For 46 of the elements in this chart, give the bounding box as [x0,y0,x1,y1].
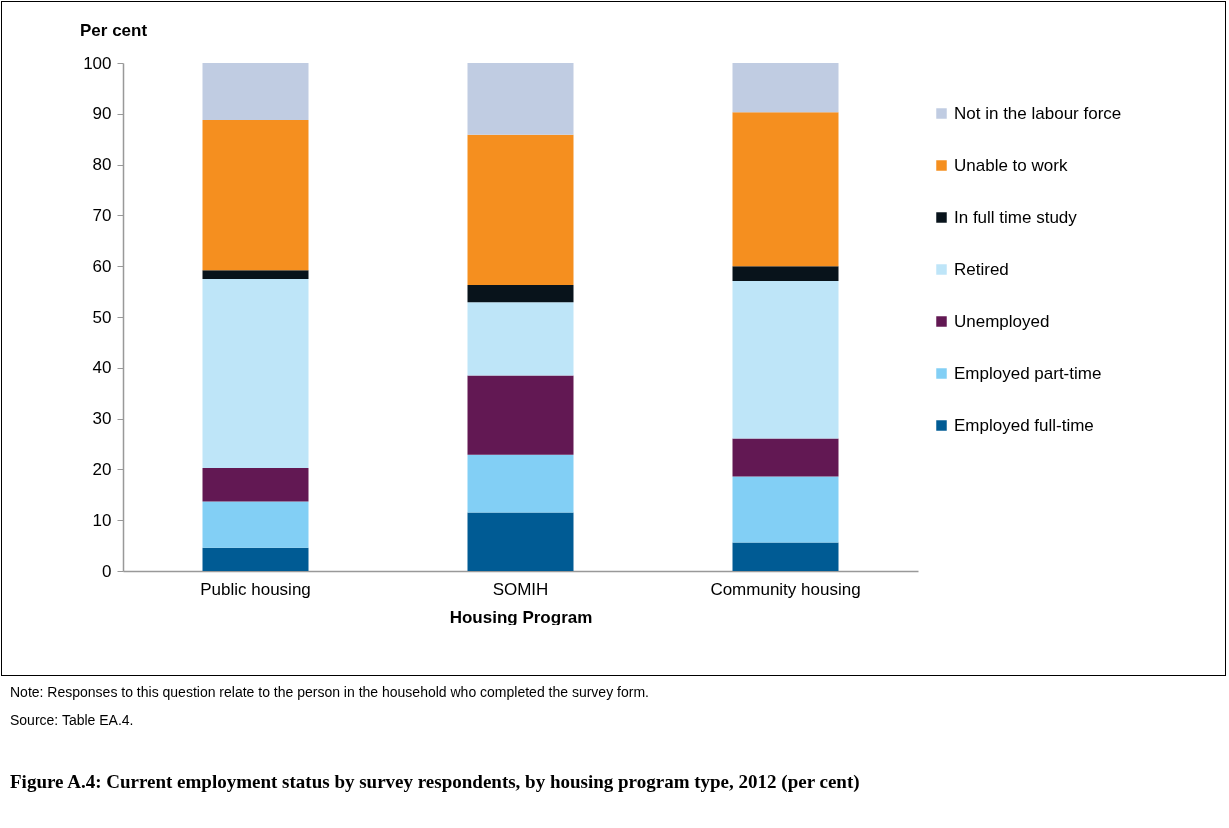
y-tick-label: 10 [92,510,112,530]
y-tick-label: 40 [92,358,112,378]
bar [732,476,839,543]
bar [732,438,839,477]
bar [202,278,309,468]
source-note: Source: Table EA.4. [10,712,135,728]
y-tick-label: 0 [102,561,112,581]
text: Note: Responses to this question relate to the person in the household who completed the survey form. [10,684,649,700]
legend-label: Employed full-time [954,415,1094,435]
y-tick-label: 80 [92,155,112,175]
legend-label: Unemployed [954,311,1050,331]
bar [467,375,574,455]
bar [202,547,309,571]
bar [202,467,309,502]
bar [202,63,309,120]
y-axis-title: Per cent [80,21,148,40]
legend-label: Unable to work [954,155,1068,175]
bar [467,454,574,513]
legend-label: Employed part-time [954,363,1102,383]
bar [467,285,574,303]
y-tick-label: 20 [92,459,112,479]
x-tick-label: Community housing [710,579,861,599]
bar [202,270,309,279]
y-tick-label: 50 [92,307,112,327]
legend-label: In full time study [954,207,1078,227]
text: Figure A.4: Current employment status by survey respondents, by housing program type, 2012 (per cent) [10,770,861,793]
y-tick-label: 60 [92,256,112,276]
legend-label: Not in the labour force [954,103,1122,123]
y-tick-label: 30 [92,409,112,429]
bar [202,119,309,271]
x-tick-label: Public housing [200,579,311,599]
bar [467,63,574,135]
bar [467,512,574,571]
y-tick-label: 100 [83,53,112,73]
y-tick-label: 70 [92,205,112,225]
bar [732,266,839,281]
bar [732,280,839,439]
bar [202,501,309,548]
bar [732,63,839,113]
legend-label: Retired [954,259,1009,279]
bar [467,134,574,285]
bar [732,112,839,267]
bar [732,542,839,571]
bar [467,302,574,376]
x-tick-label: SOMIH [492,579,549,599]
y-tick-label: 90 [92,104,112,124]
